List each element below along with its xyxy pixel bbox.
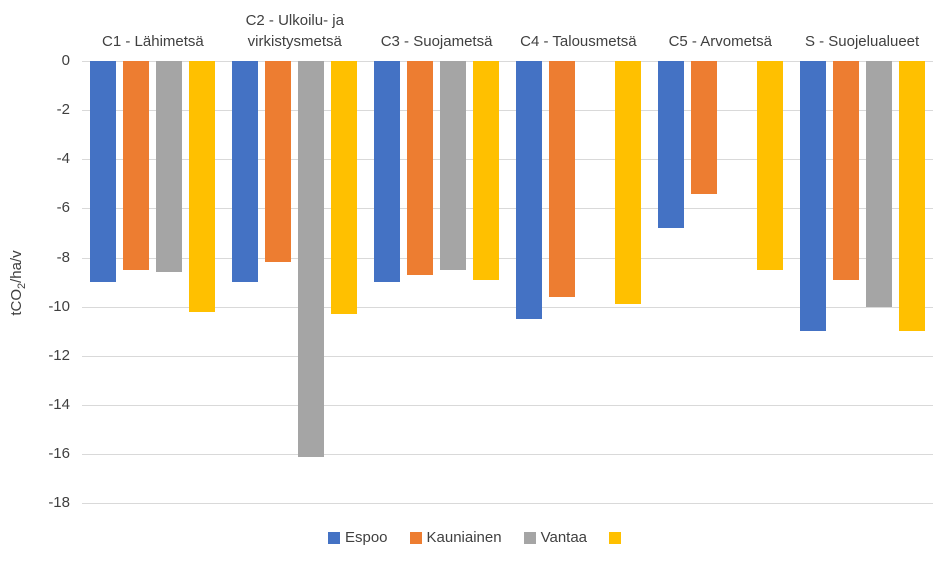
bar: [232, 61, 259, 283]
bar: [440, 61, 467, 270]
bar-group: [374, 61, 500, 283]
legend-swatch-icon: [327, 531, 340, 544]
legend-label: Espoo: [344, 529, 388, 546]
bar: [898, 61, 925, 332]
bar-group: [799, 61, 925, 332]
gridline: [82, 110, 933, 112]
gridline: [82, 159, 933, 161]
bar: [865, 61, 892, 307]
legend-label: Vantaa: [540, 529, 588, 546]
gridline: [82, 355, 933, 357]
y-axis-tick-label: -18: [48, 494, 70, 512]
bar-group: [515, 61, 641, 319]
legend-item: [609, 531, 622, 544]
bar: [156, 61, 183, 273]
bar: [331, 61, 358, 315]
gridline: [82, 404, 933, 406]
bar: [548, 61, 575, 297]
legend-item: Vantaa: [523, 529, 588, 546]
category-label: C4 - Talousmetsä: [520, 33, 637, 50]
category-label: C3 - Suojametsä: [380, 33, 493, 50]
bar: [473, 61, 500, 280]
y-axis-tick-label: 0: [61, 52, 70, 69]
category-label: S - Suojelualueet: [804, 33, 920, 50]
bar: [657, 61, 684, 229]
gridline: [82, 454, 933, 456]
bar-group: [90, 61, 216, 312]
category-label: C5 - Arvometsä: [668, 33, 772, 50]
y-axis-tick-label: -8: [56, 248, 70, 266]
y-axis-tick-label: -2: [56, 101, 70, 119]
bar: [123, 61, 150, 270]
bar: [189, 61, 216, 312]
bar: [374, 61, 401, 283]
y-axis-tick-label: -14: [48, 395, 70, 413]
bar: [90, 61, 117, 283]
plot-area: [82, 61, 933, 505]
category-label: C2 - Ulkoilu- ja virkistysmetsä: [245, 12, 344, 50]
gridline: [82, 503, 933, 505]
legend-item: Espoo: [327, 529, 388, 546]
y-axis-tick-label: -12: [48, 346, 70, 364]
gridline: [82, 61, 933, 62]
bar: [690, 61, 717, 194]
bar-group: [232, 61, 358, 457]
bar: [614, 61, 641, 305]
y-axis-tick-label: -10: [48, 297, 70, 315]
category-label: C1 - Lähimetsä: [102, 33, 204, 50]
legend: Espoo Kauniainen Vantaa: [0, 529, 949, 546]
gridline: [82, 306, 933, 308]
legend-item: Kauniainen: [409, 529, 502, 546]
legend-swatch-icon: [609, 531, 622, 544]
bar: [799, 61, 826, 332]
gridline: [82, 208, 933, 210]
y-axis-tick-label: -6: [56, 199, 70, 217]
legend-swatch-icon: [523, 531, 536, 544]
bar: [407, 61, 434, 275]
legend-label: Kauniainen: [426, 529, 502, 546]
gridline: [82, 257, 933, 259]
legend-swatch-icon: [409, 531, 422, 544]
bar: [515, 61, 542, 319]
y-axis-title-subscript: 2: [16, 282, 28, 289]
bar: [832, 61, 859, 280]
bar-group: [657, 61, 783, 270]
y-axis-tick-label: -16: [48, 445, 70, 463]
bar: [756, 61, 783, 270]
y-axis-tick-label: -4: [56, 150, 70, 168]
bar: [265, 61, 292, 263]
bar: [298, 61, 325, 457]
